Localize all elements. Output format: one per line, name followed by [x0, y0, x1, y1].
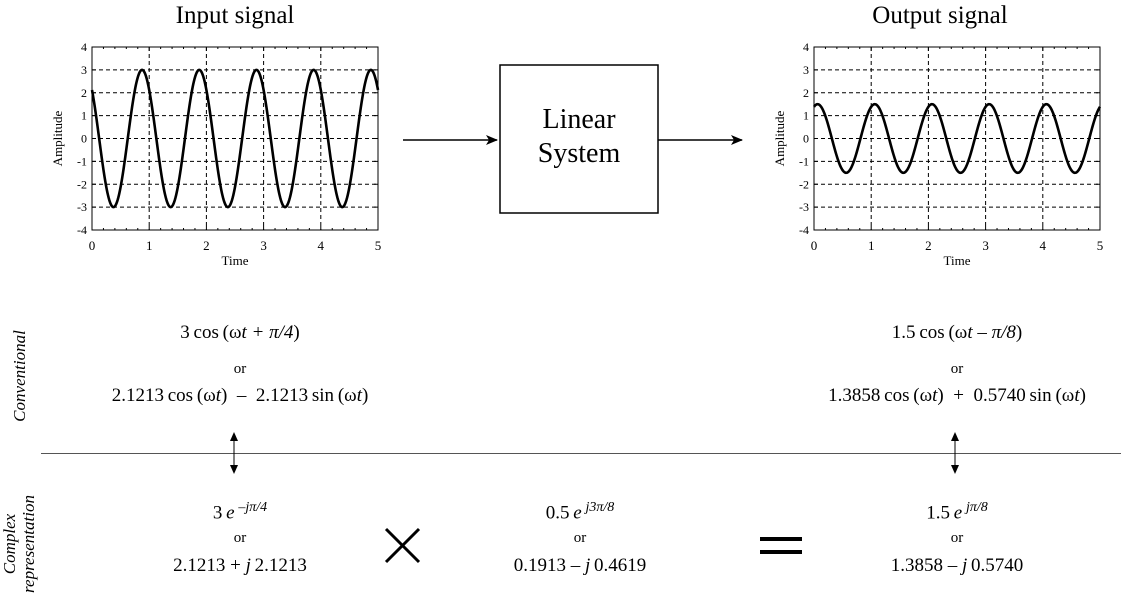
input-signal-title: Input signal: [175, 2, 295, 29]
system-label-line2: System: [538, 138, 621, 169]
x-tick-label: 4: [1040, 238, 1047, 253]
x-tick-label: 0: [89, 238, 96, 253]
output-complex-exp: 1.5 e jπ/8: [926, 500, 988, 524]
or-text: or: [233, 530, 247, 546]
y-axis-label: Amplitude: [772, 110, 787, 166]
x-tick-label: 2: [203, 238, 210, 253]
x-tick-label: 4: [318, 238, 325, 253]
x-tick-label: 5: [375, 238, 382, 253]
y-tick-label: 3: [803, 63, 809, 77]
y-tick-label: -3: [77, 200, 87, 214]
output-complex-rect: 1.3858 – j 0.5740: [890, 555, 1024, 576]
y-tick-label: 0: [81, 132, 87, 146]
or-text: or: [573, 530, 587, 546]
y-tick-label: 1: [81, 109, 87, 123]
x-tick-label: 1: [868, 238, 875, 253]
y-tick-label: 3: [81, 63, 87, 77]
input-double-arrow: [230, 432, 238, 474]
y-tick-label: -4: [77, 223, 87, 237]
or-text: or: [950, 530, 964, 546]
input-conventional-polar: 3 cos (ωt + π/4): [180, 322, 300, 343]
x-tick-label: 2: [925, 238, 932, 253]
y-tick-label: 0: [803, 132, 809, 146]
x-tick-label: 3: [260, 238, 267, 253]
or-text: or: [233, 361, 247, 377]
input-complex-exp: 3 e –jπ/4: [212, 500, 268, 524]
y-tick-label: 2: [81, 86, 87, 100]
y-tick-label: -1: [799, 154, 809, 168]
y-tick-label: 4: [803, 40, 809, 54]
x-tick-label: 5: [1097, 238, 1104, 253]
y-tick-label: 2: [803, 86, 809, 100]
section-divider: [41, 453, 1121, 454]
or-text: or: [950, 361, 964, 377]
y-tick-label: 4: [81, 40, 87, 54]
output-double-arrow: [951, 432, 959, 474]
output-signal-title: Output signal: [872, 2, 1008, 29]
signal-line: [812, 102, 1102, 175]
system-complex-exp: 0.5 e j3π/8: [545, 500, 615, 524]
equals-symbol: [760, 537, 802, 554]
y-tick-label: -1: [77, 154, 87, 168]
x-tick-label: 1: [146, 238, 153, 253]
y-tick-label: -3: [799, 200, 809, 214]
system-label-line1: Linear: [542, 104, 616, 135]
input-complex-rect: 2.1213 + j 2.1213: [173, 555, 307, 576]
y-tick-label: -4: [799, 223, 809, 237]
y-tick-label: -2: [799, 177, 809, 191]
x-axis-label: Time: [944, 253, 971, 268]
y-axis-label: Amplitude: [50, 110, 65, 166]
system-complex-rect: 0.1913 – j 0.4619: [513, 555, 647, 576]
linear-system-box: [499, 64, 659, 214]
x-tick-label: 3: [982, 238, 989, 253]
y-tick-label: 1: [803, 109, 809, 123]
y-tick-label: -2: [77, 177, 87, 191]
output-conventional-rect: 1.3858 cos (ωt) + 0.5740 sin (ωt): [828, 385, 1086, 406]
input-conventional-rect: 2.1213 cos (ωt) – 2.1213 sin (ωt): [111, 385, 369, 406]
multiply-symbol: [384, 527, 421, 564]
x-axis-label: Time: [222, 253, 249, 268]
equivalence-arrows: [230, 432, 959, 564]
output-conventional-polar: 1.5 cos (ωt – π/8): [891, 322, 1023, 343]
x-tick-label: 0: [811, 238, 818, 253]
signal-line: [90, 68, 380, 209]
